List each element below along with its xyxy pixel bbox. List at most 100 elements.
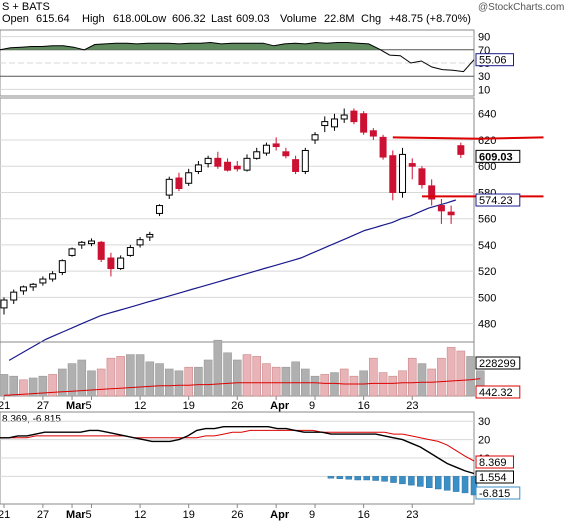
macd-histogram-bar xyxy=(327,476,335,479)
x-tick-label: 26 xyxy=(231,400,243,412)
x-tick-label: 27 xyxy=(37,509,49,521)
candle-body xyxy=(78,241,86,246)
candle-body xyxy=(0,299,8,309)
rsi-tick-label: 90 xyxy=(478,32,490,44)
rsi-frame xyxy=(0,29,475,97)
ma-last-label-box xyxy=(475,193,521,207)
volume-bar xyxy=(407,357,417,397)
x-tick-label: 12 xyxy=(134,509,146,521)
candle-body xyxy=(262,144,270,154)
macd-histogram-bar xyxy=(345,476,353,480)
open-value: 615.64 xyxy=(36,13,70,25)
candle-body xyxy=(107,257,115,270)
volume-bar xyxy=(106,357,116,397)
volume-bar xyxy=(164,368,174,397)
x-tick-label: Mar xyxy=(66,509,86,521)
macd-last-label: 1.554 xyxy=(479,472,507,484)
candle-body xyxy=(340,114,348,120)
volume-ma-label: 442.32 xyxy=(479,387,513,399)
x-tick-label: Mar xyxy=(66,400,86,412)
volume-bar xyxy=(145,361,155,397)
candle-body xyxy=(418,168,426,186)
candle-body xyxy=(58,260,66,273)
x-tick-label: 16 xyxy=(358,509,370,521)
macd-histogram-bar xyxy=(399,476,406,485)
x-tick-label: 26 xyxy=(231,509,243,521)
candle-body xyxy=(272,143,280,148)
x-tick-label: 9 xyxy=(309,509,315,521)
volume-bar xyxy=(232,359,242,397)
macd-histogram-bar xyxy=(381,476,388,482)
chart-header: S + BATS Open 615.64 High 618.00 Low 606… xyxy=(2,1,564,25)
volume-bar xyxy=(0,374,9,397)
rsi-last-label: 55.06 xyxy=(479,55,507,67)
macd-histogram-bar xyxy=(443,476,451,491)
hist-last-label: -6.815 xyxy=(479,488,510,500)
volume-bar xyxy=(9,375,19,397)
candle-body xyxy=(97,241,105,260)
x-tick-label: 21 xyxy=(0,400,10,412)
macd-histogram-bar xyxy=(408,476,415,486)
hist-last-label-box xyxy=(475,486,521,500)
candle-body xyxy=(146,233,154,238)
macd-histogram-bar xyxy=(390,476,397,483)
symbol-line: S + BATS xyxy=(2,1,50,13)
candle-body xyxy=(10,291,18,301)
volume-bar xyxy=(77,359,87,397)
candle-body xyxy=(243,157,251,171)
rsi-tick-label: 30 xyxy=(478,71,490,83)
candle-body xyxy=(136,239,144,246)
macd-histogram-bar xyxy=(417,476,424,487)
low-value: 606.32 xyxy=(172,13,206,25)
candle-body xyxy=(224,161,232,171)
price-tick-label: 520 xyxy=(478,266,496,278)
x-tick-label: 16 xyxy=(358,400,370,412)
macd-line xyxy=(0,426,475,475)
candle-body xyxy=(457,145,465,155)
candle-body xyxy=(126,247,134,256)
last-value: 609.03 xyxy=(236,13,270,25)
rsi-overbought-fill xyxy=(0,42,474,50)
candle-body xyxy=(408,163,416,167)
macd-last-label-box xyxy=(475,470,514,484)
volume-bar xyxy=(466,356,475,397)
candle-body xyxy=(68,248,76,256)
volume-bar xyxy=(184,366,193,397)
price-last-label: 609.03 xyxy=(479,151,513,163)
candle-body xyxy=(214,157,222,167)
price-tick-label: 640 xyxy=(478,109,496,121)
volume-bar xyxy=(388,375,398,397)
candle-body xyxy=(350,110,358,123)
candle-body xyxy=(49,273,57,280)
volume-last-label: 228299 xyxy=(479,358,516,370)
signal-line xyxy=(0,429,475,462)
macd-histogram-bar xyxy=(426,476,433,488)
volume-bar xyxy=(19,379,28,397)
signal-last-label: 8.369 xyxy=(479,457,507,469)
candle-body xyxy=(379,136,387,158)
chg-value: +48.75 (+8.70%) xyxy=(389,13,471,25)
volume-last-label-box xyxy=(475,356,521,370)
volume-bar xyxy=(378,372,388,397)
candle-body xyxy=(29,283,37,288)
price-last-label-box xyxy=(475,149,521,163)
candle-body xyxy=(369,130,377,137)
candle-body xyxy=(282,151,290,157)
macd-histogram-bar xyxy=(372,476,379,481)
volume-bar xyxy=(203,359,213,397)
ma-50-line xyxy=(8,199,456,361)
volume-bar xyxy=(58,368,67,397)
candle-body xyxy=(292,159,300,172)
volume-bar xyxy=(446,347,456,397)
volume-bar xyxy=(28,377,38,397)
low-label: Low xyxy=(146,13,166,25)
macd-histogram-bar xyxy=(470,476,478,496)
x-tick-label: 23 xyxy=(406,400,418,412)
macd-histogram-bar xyxy=(434,476,442,490)
watermark: @StockCharts.com xyxy=(478,2,564,13)
candle-body xyxy=(185,172,193,184)
candle-body xyxy=(437,205,445,212)
